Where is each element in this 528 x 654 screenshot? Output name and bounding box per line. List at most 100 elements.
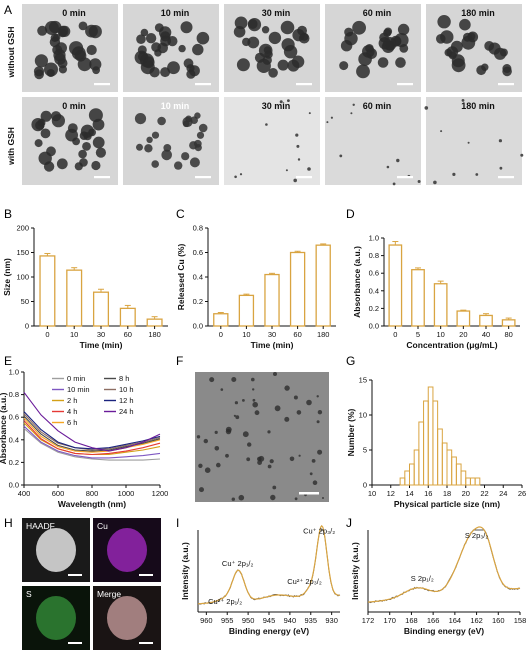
x-axis-label: Binding energy (eV) [404, 626, 484, 636]
y-tick-label: 0.2 [193, 297, 203, 306]
x-tick-label: 12 [387, 489, 395, 498]
y-tick-label: 0.4 [369, 286, 379, 295]
particle [494, 47, 507, 60]
panel-label-d: D [346, 207, 355, 221]
particle [433, 180, 437, 185]
particle [231, 497, 235, 501]
particle [40, 110, 52, 122]
x-tick-label: 24 [499, 489, 507, 498]
particle [273, 372, 277, 376]
tem-tile [426, 97, 522, 185]
peak-label: S 2p₃/₂ [465, 531, 489, 540]
x-tick-label: 0 [45, 330, 49, 339]
particle [209, 377, 215, 383]
y-tick-label: 0.8 [193, 224, 203, 233]
panel-f-tem-image [195, 372, 329, 502]
scale-bar [195, 176, 211, 179]
particle [151, 160, 159, 168]
y-tick-label: 150 [16, 248, 29, 257]
peak-label: Cu⁺ 2p₃/₂ [303, 526, 335, 535]
particle [145, 33, 157, 44]
particle [231, 377, 237, 382]
legend-label: 8 h [119, 374, 129, 383]
particle [298, 454, 301, 457]
particle [196, 435, 201, 439]
scale-bar [397, 83, 413, 86]
particle [163, 144, 172, 152]
particle [34, 54, 49, 68]
scale-bar [296, 176, 312, 179]
particle [297, 158, 301, 161]
bar [264, 273, 280, 327]
x-tick-label: 0 [393, 330, 397, 339]
row-label-without-gsh: without GSH [6, 27, 16, 79]
chart-i-xps-cu: 960 955 950 945 940 935 930 Cu⁺ 2p₁/₂ Cu²⁺ 2p₁/₂… [180, 524, 341, 636]
particle [37, 25, 48, 36]
y-tick-label: 0.8 [9, 390, 19, 399]
particle [326, 121, 329, 124]
particle [160, 35, 172, 47]
particle [225, 428, 232, 435]
y-tick-label: 0.8 [369, 251, 379, 260]
particle [46, 69, 55, 77]
y-tick-label: 0.0 [193, 322, 203, 331]
particle [233, 414, 236, 417]
x-tick-label: 60 [293, 330, 301, 339]
legend-label: 6 h [67, 418, 77, 427]
particle [180, 21, 193, 34]
particle [37, 118, 46, 127]
particle [356, 64, 370, 79]
particle [296, 144, 300, 148]
particle [451, 58, 466, 73]
particle [33, 66, 45, 77]
panel-a-tem-grid: 0 min 10 min 30 min 60 min 180 min 0 min 10 mi… [22, 4, 524, 186]
particle [136, 143, 143, 151]
particle [311, 459, 316, 463]
panel-label-c: C [176, 207, 185, 221]
bar [315, 244, 331, 327]
legend-label: 2 h [67, 396, 77, 405]
particle [58, 28, 67, 38]
particle [138, 52, 148, 62]
panel-label-f: F [176, 354, 183, 368]
y-tick-label: 0.0 [369, 322, 379, 331]
panel-label-a: A [4, 3, 12, 17]
particle [316, 395, 319, 398]
y-tick-label: 1.0 [9, 368, 19, 377]
particle [268, 31, 282, 45]
particle [242, 37, 251, 47]
histogram-bar [469, 477, 476, 486]
bar [146, 318, 163, 327]
xps-fit [367, 526, 521, 603]
particle [452, 172, 456, 176]
particle [233, 26, 246, 38]
particle [424, 106, 429, 110]
particle [174, 161, 183, 170]
scale-bar [498, 83, 514, 86]
x-tick-label: 10 [436, 330, 444, 339]
particle [377, 57, 389, 68]
bar [501, 319, 516, 327]
particle [440, 30, 454, 44]
eds-particle [107, 596, 147, 640]
tem-tile [123, 97, 219, 185]
particle [440, 130, 443, 133]
particle [306, 399, 312, 406]
particle [352, 20, 366, 35]
particle [247, 442, 252, 447]
particle [167, 61, 180, 75]
y-axis-label: Absorbance (a.u.) [352, 246, 362, 318]
row-label-with-gsh: with GSH [6, 127, 16, 166]
eds-label: Merge [97, 589, 121, 599]
particle [234, 16, 248, 30]
tem-time-label: 60 min [363, 8, 392, 18]
particle [50, 111, 62, 122]
particle [309, 472, 313, 476]
particle [95, 147, 106, 158]
series-line [23, 411, 161, 450]
panel-h-eds-maps: HAADF Cu S Merge [22, 518, 161, 650]
peak-label: Cu²⁺ 2p₃/₂ [287, 577, 322, 586]
particle [34, 139, 43, 148]
x-tick-label: 1000 [118, 489, 135, 498]
particle [188, 65, 200, 77]
